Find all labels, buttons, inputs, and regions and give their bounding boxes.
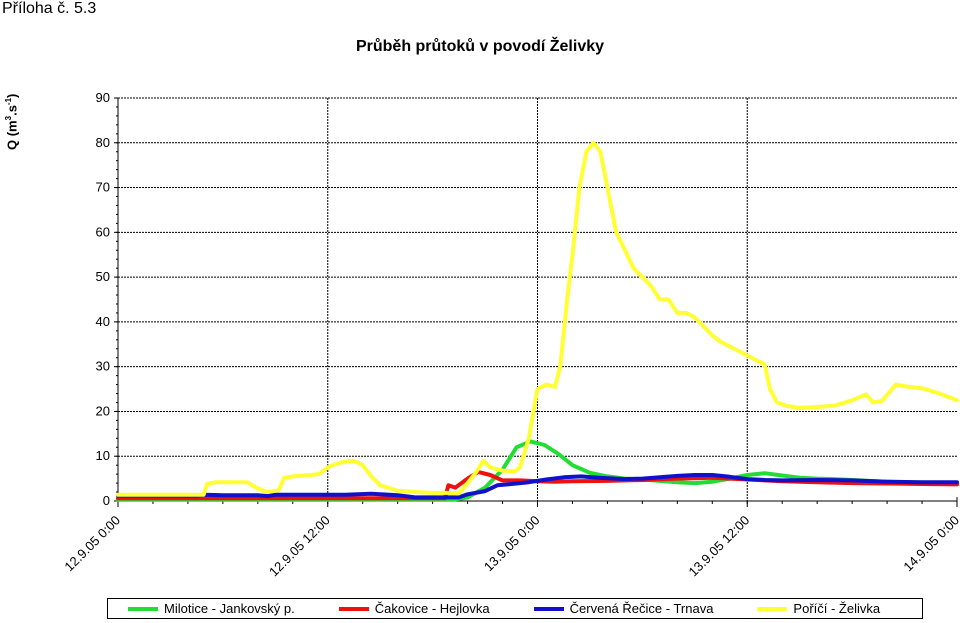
y-tick-label: 40 <box>96 314 110 329</box>
legend-item: Milotice - Jankovský p. <box>108 601 295 616</box>
y-tick-label: 10 <box>96 448 110 463</box>
y-tick-label: 70 <box>96 180 110 195</box>
y-tick-label: 90 <box>96 90 110 105</box>
y-tick-label: 60 <box>96 224 110 239</box>
grid-layer <box>118 97 957 501</box>
series-layer <box>116 140 959 502</box>
legend-swatch <box>757 606 788 611</box>
legend-item: Poříčí - Želivka <box>737 601 880 616</box>
legend-item: Čakovice - Hejlovka <box>319 601 490 616</box>
chart-title: Průběh průtoků v povodí Želivky <box>355 38 605 55</box>
y-tick-label: 0 <box>103 493 110 508</box>
y-tick-label: 50 <box>96 269 110 284</box>
x-tick-label: 14.9.05 0:00 <box>900 513 960 575</box>
series-line-1 <box>116 469 959 501</box>
legend-label: Čakovice - Hejlovka <box>374 601 490 616</box>
page-label: Příloha č. 5.3 <box>2 0 97 17</box>
y-tick-label: 30 <box>96 359 110 374</box>
axes-layer: 0 10 20 30 40 50 60 70 80 90 12.9.05 0:00 12.9.05 1… <box>61 90 960 579</box>
y-tick-label: 80 <box>96 135 110 150</box>
x-tick-label: 13.9.05 0:00 <box>481 513 543 575</box>
legend-label: Milotice - Jankovský p. <box>164 601 295 616</box>
legend-swatch <box>338 606 369 611</box>
y-tick-label: 20 <box>96 403 110 418</box>
x-tick-label: 12.9.05 12:00 <box>266 513 333 580</box>
x-tick-label: 12.9.05 0:00 <box>61 513 123 575</box>
series-line-3 <box>116 140 959 497</box>
legend-swatch <box>128 606 158 611</box>
legend-swatch <box>533 606 564 611</box>
series-line-2 <box>116 473 959 500</box>
line-chart: 0 10 20 30 40 50 60 70 80 90 12.9.05 0:00 12.9.05 1… <box>61 90 960 579</box>
x-tick-label: 13.9.05 12:00 <box>686 513 753 580</box>
legend-item: Červená Řečice - Trnava <box>514 601 714 616</box>
legend-label: Poříčí - Želivka <box>793 601 881 616</box>
legend-label: Červená Řečice - Trnava <box>569 601 714 616</box>
legend: Milotice - Jankovský p. Čakovice - Hejlov… <box>107 598 923 619</box>
